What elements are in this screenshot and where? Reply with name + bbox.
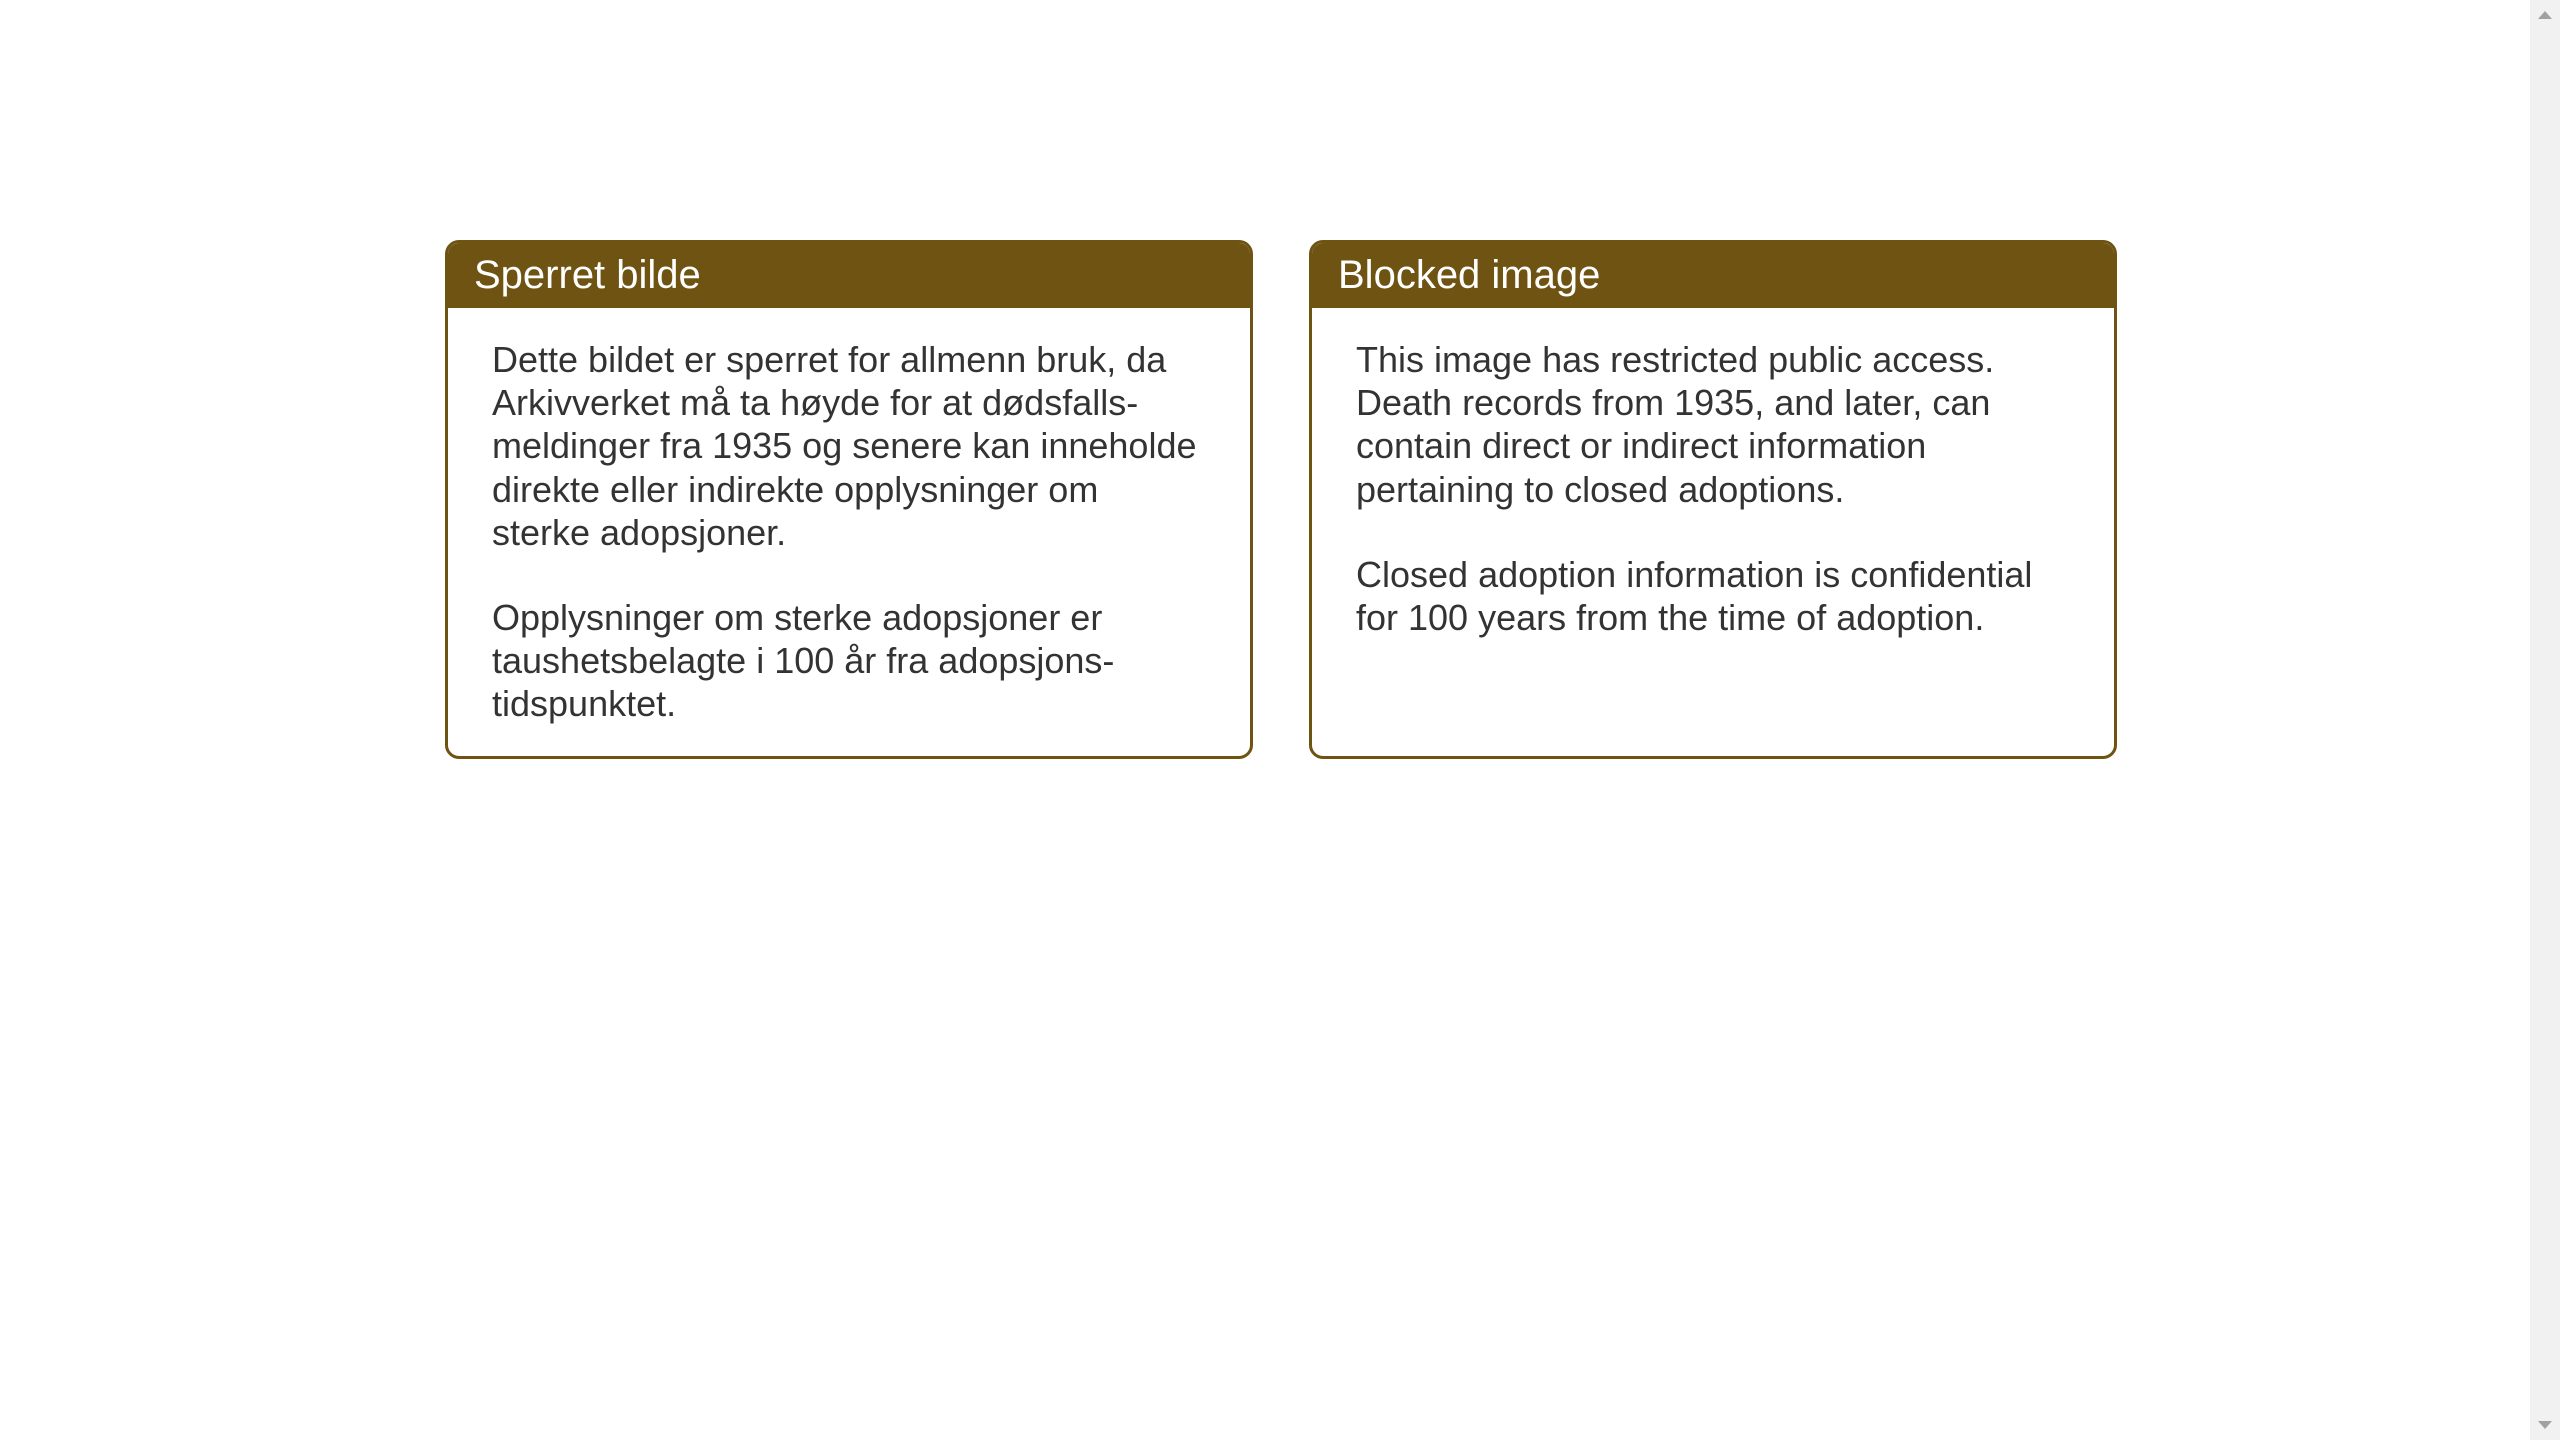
- card-title: Blocked image: [1338, 253, 1600, 297]
- card-header: Sperret bilde: [448, 243, 1250, 308]
- card-paragraph: Closed adoption information is confident…: [1356, 553, 2070, 639]
- notice-card-norwegian: Sperret bilde Dette bildet er sperret fo…: [445, 240, 1253, 759]
- notice-card-english: Blocked image This image has restricted …: [1309, 240, 2117, 759]
- scrollbar-vertical[interactable]: [2530, 0, 2560, 1440]
- notice-cards-container: Sperret bilde Dette bildet er sperret fo…: [445, 240, 2117, 759]
- card-paragraph: This image has restricted public access.…: [1356, 338, 2070, 511]
- card-paragraph: Opplysninger om sterke adopsjoner er tau…: [492, 596, 1206, 726]
- card-header: Blocked image: [1312, 243, 2114, 308]
- chevron-up-icon: [2538, 11, 2552, 19]
- scrollbar-button-up[interactable]: [2530, 0, 2560, 30]
- card-paragraph: Dette bildet er sperret for allmenn bruk…: [492, 338, 1206, 554]
- card-title: Sperret bilde: [474, 253, 701, 297]
- card-body: Dette bildet er sperret for allmenn bruk…: [448, 308, 1250, 756]
- card-body: This image has restricted public access.…: [1312, 308, 2114, 756]
- chevron-down-icon: [2538, 1421, 2552, 1429]
- scrollbar-button-down[interactable]: [2530, 1410, 2560, 1440]
